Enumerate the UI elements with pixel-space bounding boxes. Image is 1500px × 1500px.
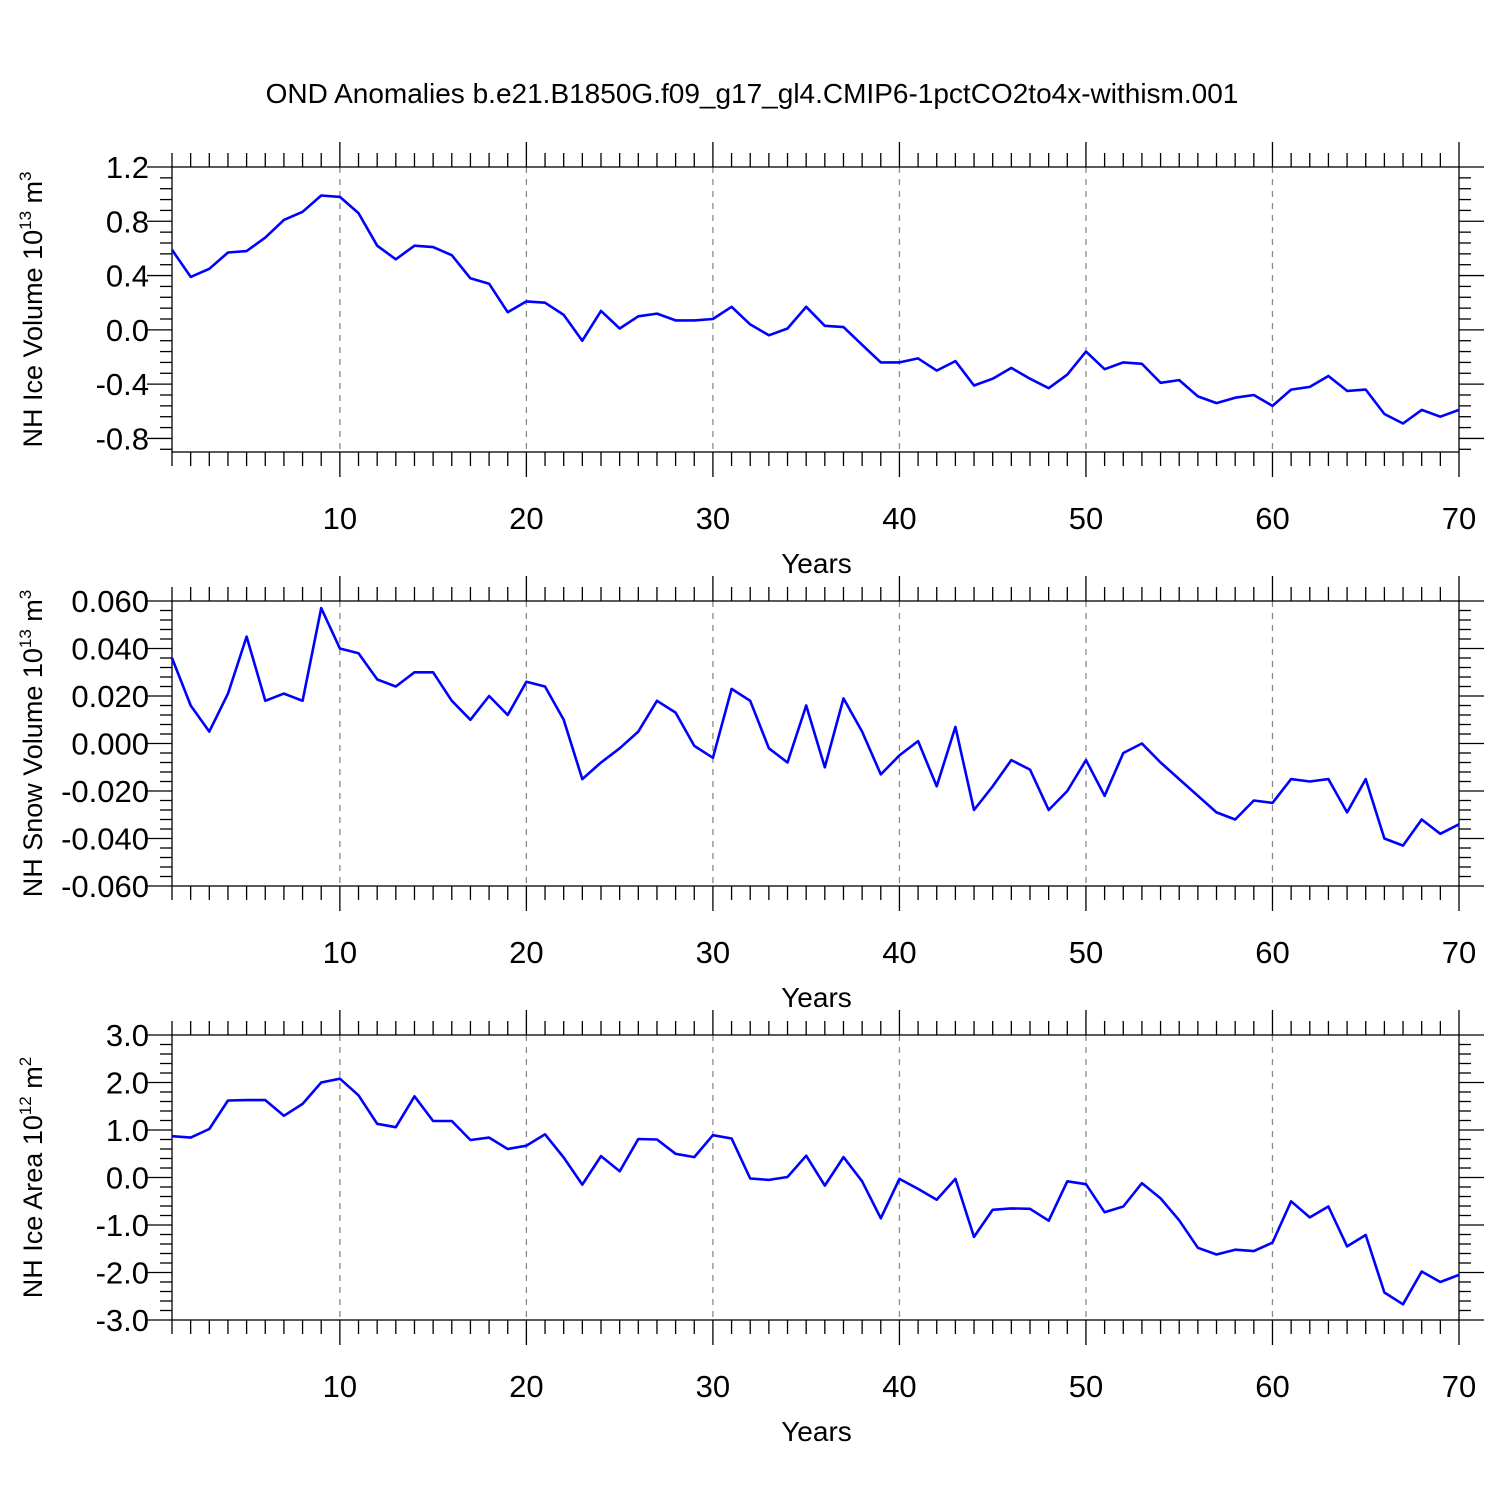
y-tick-label: 2.0: [106, 1066, 149, 1101]
y-tick-label: -0.020: [61, 774, 149, 809]
y-tick-label: 0.060: [71, 584, 149, 619]
x-tick-label: 50: [1069, 1369, 1103, 1404]
y-tick-label: 0.040: [71, 632, 149, 667]
x-tick-label: 70: [1442, 1369, 1476, 1404]
chart-panel-3: 10 20 30 40 50 60 70 -3.0 -2.0 -1.0 0.0 1.0 2.0 3.0 Ye…: [16, 1010, 1484, 1447]
x-tick-label: 30: [696, 1369, 730, 1404]
y-tick-label: 0.4: [106, 259, 149, 294]
plot-frame: [171, 600, 1460, 887]
x-axis-label: Years: [781, 982, 852, 1013]
x-tick-label: 50: [1069, 935, 1103, 970]
x-axis-label: Years: [781, 548, 852, 579]
x-tick-label: 30: [696, 501, 730, 536]
y-tick-label: 3.0: [106, 1018, 149, 1053]
x-tick-label: 70: [1442, 501, 1476, 536]
y-axis-label: NH Ice Volume 1013 m3: [16, 172, 48, 448]
x-tick-label: 70: [1442, 935, 1476, 970]
plot-frame: [171, 166, 1460, 453]
y-axis-label: NH Ice Area 1012 m2: [16, 1057, 48, 1298]
chart-panels: 10 20 30 40 50 60 70 -0.8 -0.4 0.0 0.4 0.8 1.2 Years N…: [16, 142, 1484, 1447]
x-tick-label: 40: [882, 1369, 916, 1404]
chart-panel-2: 10 20 30 40 50 60 70 -0.060 -0.040 -0.020 0.000 0.0…: [16, 576, 1484, 1013]
plot-frame: [171, 1034, 1460, 1321]
x-tick-label: 10: [323, 1369, 357, 1404]
y-tick-label: 0.0: [106, 313, 149, 348]
figure-title: OND Anomalies b.e21.B1850G.f09_g17_gl4.C…: [266, 78, 1239, 109]
y-tick-label: 0.000: [71, 727, 149, 762]
series-line: [170, 194, 1460, 425]
x-tick-label: 60: [1255, 1369, 1289, 1404]
x-tick-label: 10: [323, 501, 357, 536]
y-tick-label: 0.020: [71, 679, 149, 714]
x-axis-label: Years: [781, 1416, 852, 1447]
y-tick-label: -0.060: [61, 869, 149, 904]
series-line: [170, 606, 1460, 847]
y-axis-label: NH Snow Volume 1013 m3: [16, 590, 48, 898]
y-tick-label: 0.0: [106, 1161, 149, 1196]
y-tick-label: -0.040: [61, 822, 149, 857]
x-tick-label: 50: [1069, 501, 1103, 536]
x-tick-label: 60: [1255, 935, 1289, 970]
y-tick-label: -1.0: [96, 1208, 149, 1243]
x-tick-label: 20: [509, 1369, 543, 1404]
x-tick-label: 10: [323, 935, 357, 970]
x-tick-label: 30: [696, 935, 730, 970]
x-tick-label: 60: [1255, 501, 1289, 536]
x-tick-label: 40: [882, 935, 916, 970]
x-tick-label: 40: [882, 501, 916, 536]
y-tick-label: 1.2: [106, 150, 149, 185]
y-tick-label: -2.0: [96, 1256, 149, 1291]
x-tick-label: 20: [509, 501, 543, 536]
y-tick-label: -0.4: [96, 367, 149, 402]
series-line: [171, 1077, 1460, 1306]
y-tick-label: 0.8: [106, 204, 149, 239]
x-tick-label: 20: [509, 935, 543, 970]
y-tick-label: -0.8: [96, 421, 149, 456]
y-tick-label: -3.0: [96, 1303, 149, 1338]
y-tick-label: 1.0: [106, 1113, 149, 1148]
chart-panel-1: 10 20 30 40 50 60 70 -0.8 -0.4 0.0 0.4 0.8 1.2 Years N…: [16, 142, 1484, 579]
